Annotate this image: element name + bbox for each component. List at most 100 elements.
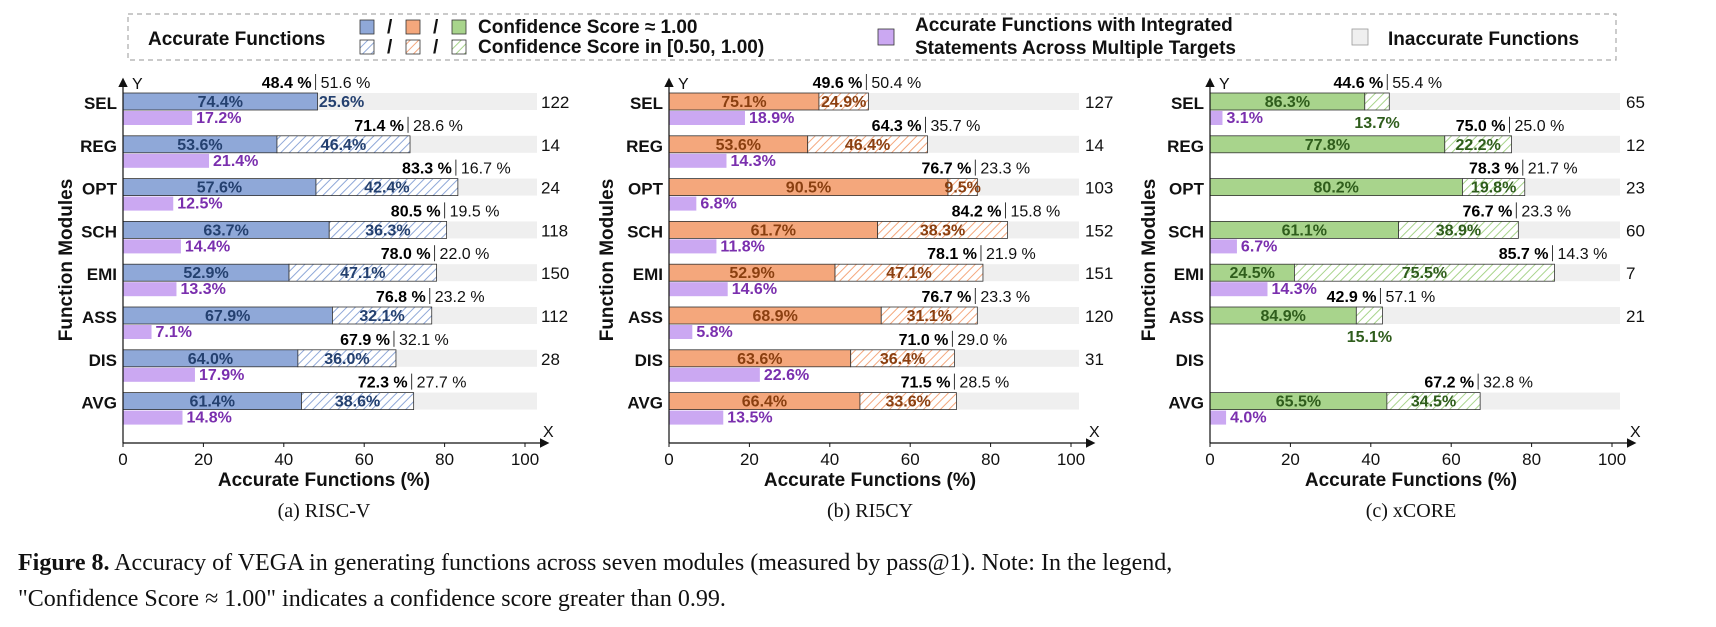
category-label: ASS	[82, 308, 117, 327]
category-label: AVG	[627, 394, 663, 413]
label-accurate-percent: 85.7 %	[1499, 246, 1549, 263]
category-label: SCH	[1168, 222, 1204, 241]
label-confidence-mid: 31.1%	[907, 308, 952, 325]
label-integrated: 18.9%	[749, 110, 794, 127]
label-accurate-percent: 76.7 %	[922, 161, 972, 178]
label-function-count: 31	[1085, 350, 1104, 369]
label-inaccurate-percent: 28.6 %	[413, 118, 463, 135]
chart-panel-ri5cy: SEL 75.1% 24.9% 49.6 % 50.4 % 127 18.9% REG 53.6…	[597, 74, 1113, 522]
label-accurate-percent: 67.9 %	[340, 332, 390, 349]
label-integrated: 13.5%	[727, 410, 772, 427]
bar-integrated	[669, 196, 697, 211]
bar-integrated	[669, 111, 745, 125]
label-function-count: 14	[1085, 136, 1104, 155]
label-accurate-percent: 78.3 %	[1469, 161, 1519, 178]
label-accurate-percent: 75.0 %	[1456, 118, 1506, 135]
label-accurate-percent: 80.5 %	[391, 203, 441, 220]
bar-confidence-mid	[1444, 135, 1512, 154]
category-label: SEL	[630, 94, 663, 113]
label-inaccurate-percent: 22.0 %	[440, 246, 490, 263]
label-inaccurate-percent: 14.3 %	[1558, 246, 1608, 263]
label-confidence-mid: 75.5%	[1402, 265, 1447, 282]
legend-slash: /	[433, 37, 439, 58]
bar-integrated	[669, 367, 760, 382]
label-integrated: 6.7%	[1241, 238, 1277, 255]
x-tick-label: 100	[1598, 450, 1626, 469]
label-confidence-mid: 9.5%	[944, 180, 980, 197]
label-integrated: 17.2%	[196, 110, 241, 127]
legend-swatch-inaccurate	[1351, 28, 1369, 46]
bar-confidence-mid	[850, 349, 955, 368]
label-confidence-mid: 33.6%	[886, 394, 931, 411]
category-label: SEL	[84, 94, 117, 113]
category-label: EMI	[1174, 265, 1204, 284]
x-tick-label: 40	[1361, 450, 1380, 469]
label-confidence-high: 53.6%	[177, 137, 222, 154]
panel-subcaption: (a) RISC-V	[278, 500, 371, 522]
legend-confidence-mid: Confidence Score in [0.50, 1.00)	[478, 37, 764, 58]
caption-text: Accuracy of VEGA in generating functions…	[110, 550, 1173, 576]
label-integrated: 14.4%	[185, 238, 230, 255]
label-confidence-mid: 15.1%	[1347, 329, 1392, 346]
legend-accurate-functions: Accurate Functions	[148, 29, 325, 50]
label-function-count: 120	[1085, 307, 1113, 326]
label-accurate-percent: 67.2 %	[1424, 375, 1474, 392]
label-integrated: 21.4%	[213, 153, 258, 170]
x-tick-label: 0	[118, 450, 127, 469]
legend-swatch-riscv-mid	[359, 39, 375, 55]
bar-integrated	[1210, 111, 1223, 125]
bar-integrated	[669, 239, 717, 254]
bar-confidence-mid	[807, 135, 928, 154]
label-confidence-high: 63.7%	[203, 222, 248, 239]
label-accurate-percent: 76.8 %	[376, 289, 426, 306]
bar-integrated	[123, 282, 177, 297]
label-confidence-high: 86.3%	[1265, 94, 1310, 111]
panel-subcaption: (c) xCORE	[1366, 500, 1457, 522]
x-axis-title: Accurate Functions (%)	[218, 470, 430, 491]
label-inaccurate-percent: 28.5 %	[959, 375, 1009, 392]
category-label: OPT	[1169, 180, 1205, 199]
y-axis-title: Function Modules	[1139, 179, 1160, 342]
bar-integrated	[1210, 282, 1268, 297]
label-integrated: 17.9%	[199, 367, 244, 384]
bar-confidence-mid	[301, 392, 415, 411]
label-function-count: 152	[1085, 221, 1113, 240]
bar-confidence-mid	[1462, 178, 1526, 197]
x-axis-title: Accurate Functions (%)	[1305, 470, 1517, 491]
label-inaccurate-percent: 32.8 %	[1483, 375, 1533, 392]
label-confidence-high: 65.5%	[1276, 394, 1321, 411]
bar-confidence-mid	[859, 392, 957, 411]
x-axis-title: Accurate Functions (%)	[764, 470, 976, 491]
category-label: DIS	[635, 351, 663, 370]
category-label: REG	[1167, 137, 1204, 156]
label-inaccurate-percent: 27.7 %	[417, 375, 467, 392]
label-integrated: 5.8%	[696, 324, 732, 341]
chart-panel-riscv: SEL 74.4% 25.6% 48.4 % 51.6 % 122 17.2% REG 53.6…	[56, 74, 569, 522]
label-function-count: 151	[1085, 264, 1113, 283]
label-confidence-mid: 19.8%	[1471, 180, 1516, 197]
legend-slash: /	[387, 37, 393, 58]
label-function-count: 21	[1626, 307, 1645, 326]
x-tick-label: 0	[664, 450, 673, 469]
label-integrated: 14.3%	[730, 153, 775, 170]
label-function-count: 14	[541, 136, 560, 155]
label-accurate-percent: 71.5 %	[901, 375, 951, 392]
y-axis-title: Function Modules	[597, 179, 618, 342]
label-confidence-mid: 24.9%	[821, 94, 866, 111]
label-function-count: 127	[1085, 93, 1113, 112]
bar-integrated	[669, 410, 724, 425]
label-inaccurate-percent: 21.9 %	[986, 246, 1036, 263]
label-confidence-mid: 32.1%	[359, 308, 404, 325]
x-tick-label: 20	[740, 450, 759, 469]
bar-confidence-mid	[288, 263, 437, 282]
label-inaccurate-percent: 32.1 %	[399, 332, 449, 349]
bar-integrated	[123, 367, 195, 382]
x-tick-label: 20	[194, 450, 213, 469]
label-confidence-mid: 22.2%	[1455, 137, 1500, 154]
x-axis-letter: X	[1089, 424, 1100, 441]
bar-confidence-mid	[315, 178, 459, 197]
label-confidence-mid: 34.5%	[1411, 394, 1456, 411]
legend-slash: /	[387, 17, 393, 38]
y-axis-letter: Y	[678, 76, 689, 93]
label-integrated: 4.0%	[1230, 410, 1266, 427]
